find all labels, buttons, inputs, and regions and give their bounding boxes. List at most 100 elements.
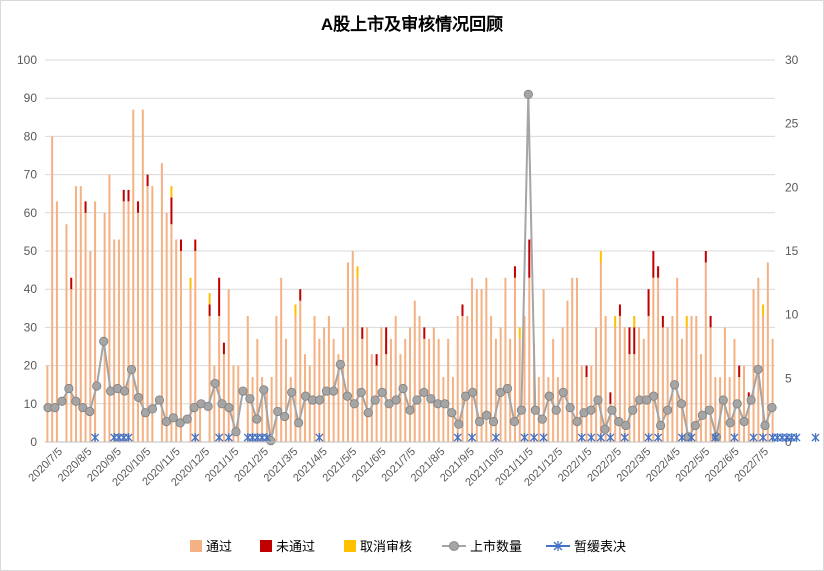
bar-passed	[261, 377, 264, 442]
bar-passed	[633, 354, 636, 442]
bar-passed	[127, 201, 130, 442]
bar-passed	[490, 315, 493, 442]
bar-passed	[523, 315, 526, 442]
bar-passed	[151, 186, 154, 442]
postponed-marker	[606, 433, 615, 442]
postponed-marker	[91, 433, 100, 442]
bar-failed	[179, 239, 182, 251]
y-left-tick-label: 10	[24, 397, 38, 411]
listed-point	[342, 391, 352, 401]
listed-point	[565, 403, 575, 413]
bar-passed	[160, 163, 163, 442]
bar-failed	[738, 365, 741, 378]
bar-passed	[504, 277, 507, 442]
listed-point	[405, 405, 415, 415]
bar-passed	[742, 365, 745, 442]
bar-passed	[752, 289, 755, 442]
y-right-tick-label: 10	[785, 308, 799, 322]
bar-passed	[757, 277, 760, 442]
listed-point	[203, 401, 213, 411]
bar-passed	[466, 315, 469, 442]
listed-point	[154, 395, 164, 405]
postponed-marker	[587, 433, 596, 442]
legend-label: 上市数量	[470, 539, 522, 554]
listed-point	[440, 399, 450, 409]
bar-passed	[122, 201, 125, 442]
listed-point	[328, 386, 339, 396]
listed-point	[384, 399, 394, 409]
y-left-tick-label: 80	[24, 129, 38, 143]
listed-point	[140, 408, 151, 418]
bar-passed	[728, 377, 731, 442]
listed-point	[78, 403, 88, 413]
listed-point	[739, 417, 749, 427]
y-left-tick-label: 60	[24, 206, 38, 220]
y-left-tick-label: 30	[24, 320, 38, 334]
listed-point	[391, 395, 401, 405]
legend-swatch	[344, 540, 356, 552]
bar-passed	[208, 315, 211, 442]
listed-point	[259, 385, 269, 395]
postponed-marker	[811, 433, 820, 442]
bar-cancelled	[599, 251, 602, 263]
bar-failed	[375, 354, 378, 366]
bar-passed	[442, 377, 445, 442]
listed-point	[231, 427, 241, 437]
bar-passed	[337, 354, 340, 442]
bar-passed	[256, 338, 259, 442]
bar-passed	[647, 315, 650, 442]
bar-passed	[418, 315, 421, 442]
bar-passed	[714, 377, 717, 442]
bar-passed	[614, 327, 617, 442]
y-left-tick-label: 90	[24, 91, 38, 105]
bar-passed	[733, 338, 736, 442]
bar-passed	[189, 289, 192, 442]
bar-passed	[366, 327, 369, 442]
bar-passed	[566, 300, 569, 442]
bar-passed	[227, 289, 230, 442]
bar-passed	[327, 315, 330, 442]
postponed-marker	[467, 433, 477, 442]
listed-point	[294, 418, 304, 428]
listed-point	[210, 378, 220, 389]
listed-point	[572, 417, 582, 427]
bar-passed	[661, 327, 664, 442]
listed-point	[99, 336, 109, 347]
postponed-marker	[654, 433, 663, 442]
postponed-marker	[453, 433, 462, 442]
bar-passed	[117, 239, 120, 442]
bar-passed	[294, 315, 297, 442]
listed-point	[760, 420, 770, 431]
listed-point	[516, 405, 526, 415]
listed-point	[57, 396, 67, 406]
postponed-marker	[215, 433, 224, 442]
listed-point	[238, 386, 248, 396]
listed-point	[600, 424, 610, 434]
bar-passed	[222, 354, 225, 442]
legend-label: 通过	[206, 539, 232, 554]
listed-point	[273, 406, 283, 417]
listed-count-line	[43, 89, 777, 446]
listed-point	[64, 383, 74, 394]
bar-passed	[604, 315, 607, 442]
bar-passed	[595, 327, 598, 442]
bar-passed	[447, 338, 450, 442]
bar-passed	[175, 239, 178, 442]
listed-point	[732, 399, 742, 409]
bar-passed	[552, 338, 555, 442]
bar-failed	[585, 365, 588, 378]
postponed-marker	[677, 433, 687, 442]
bar-passed	[199, 403, 202, 442]
bar-failed	[633, 327, 636, 355]
legend-label: 取消审核	[360, 539, 412, 554]
bar-passed	[389, 338, 392, 442]
listed-point	[767, 403, 777, 413]
postponed-marker	[759, 433, 768, 442]
bar-passed	[609, 403, 612, 442]
legend-swatch-dot	[449, 541, 459, 551]
bar-passed	[323, 327, 326, 442]
listed-point	[593, 395, 603, 405]
bar-passed	[685, 327, 688, 442]
y-left-tick-label: 20	[24, 359, 38, 373]
